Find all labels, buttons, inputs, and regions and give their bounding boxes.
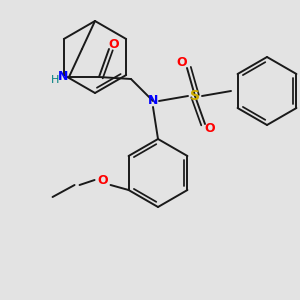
Text: O: O xyxy=(205,122,215,136)
Text: N: N xyxy=(148,94,158,107)
Text: S: S xyxy=(190,89,200,103)
Text: O: O xyxy=(97,173,108,187)
Text: O: O xyxy=(177,56,187,70)
Text: H: H xyxy=(51,75,59,85)
Text: N: N xyxy=(58,70,68,83)
Text: O: O xyxy=(109,38,119,50)
